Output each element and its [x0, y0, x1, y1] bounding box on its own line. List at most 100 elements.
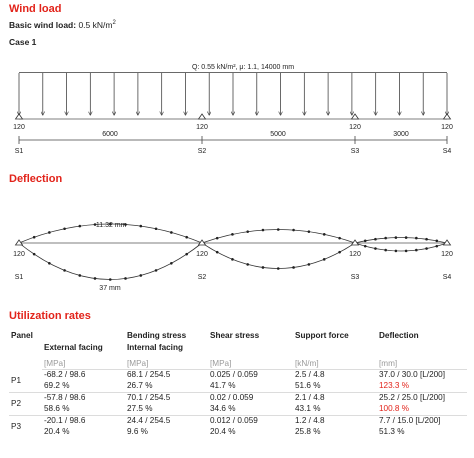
span-length-3: 3000 [393, 131, 409, 138]
cell-shear: 0.02 / 0.059 [210, 393, 254, 402]
header-deflection: Deflection [379, 331, 419, 340]
cell-support: 1.2 / 4.8 [295, 416, 325, 425]
table-row-p1: P1 -68.2 / 98.6 68.1 / 254.5 0.025 / 0.0… [9, 369, 467, 393]
deflection-point [374, 247, 377, 250]
deflection-point [292, 228, 295, 232]
utilization-table: Panel Bending stress Shear stress Suppor… [9, 331, 467, 438]
deflection-point [425, 237, 428, 241]
deflection-point [93, 223, 97, 226]
deflection-point [307, 263, 311, 266]
span-length-2: 5000 [270, 131, 286, 138]
deflection-upper-label: -11.32 mm [94, 222, 127, 229]
deflection-point [338, 250, 341, 254]
pct-external: 20.4 % [44, 427, 70, 436]
load-top-line [19, 72, 447, 73]
support-name-s1: S1 [15, 148, 24, 155]
deflection-point [292, 266, 295, 269]
deflection-point [322, 258, 326, 261]
support-width-s1: 120 [13, 124, 25, 131]
deflection-point [384, 236, 387, 240]
deflection-lower-curve [18, 242, 448, 280]
basic-wind-load-sup: 2 [112, 20, 116, 27]
deflection-point [154, 269, 158, 272]
cell-shear: 0.012 / 0.059 [210, 416, 258, 425]
defl-support-width-s3: 120 [349, 251, 361, 258]
deflection-point [93, 277, 97, 280]
pct-support: 25.8 % [295, 427, 321, 436]
load-label: Q: 0.55 kN/m², μ: 1.1, 14000 mm [192, 64, 294, 71]
defl-support-width-s1: 120 [13, 251, 25, 258]
deflection-supports [14, 239, 452, 246]
dimension-line [18, 136, 448, 144]
pct-deflection: 51.3 % [379, 427, 405, 436]
pct-support: 51.6 % [293, 381, 377, 393]
deflection-point [363, 239, 367, 243]
deflection-point [415, 236, 418, 240]
deflection-point [48, 261, 51, 265]
deflection-point [170, 231, 173, 234]
header-bending: Bending stress [127, 331, 187, 340]
deflection-point [78, 274, 82, 277]
deflection-point [261, 266, 265, 269]
deflection-point [108, 278, 112, 281]
deflection-point [231, 233, 234, 236]
deflection-point [32, 235, 36, 239]
cell-support: 2.1 / 4.8 [295, 393, 325, 402]
support-triangle [14, 239, 24, 246]
pct-shear: 41.7 % [208, 381, 293, 393]
unit-external: [MPa] [42, 355, 125, 370]
deflection-point [276, 228, 280, 231]
deflection-title: Deflection [9, 173, 63, 185]
header-internal: Internal facing [127, 343, 183, 352]
support-triangle [442, 239, 452, 246]
deflection-point [261, 228, 265, 232]
table-header-row: Panel Bending stress Shear stress Suppor… [9, 331, 467, 343]
deflection-point [63, 227, 66, 231]
cell-internal: 24.4 / 254.5 [127, 416, 171, 425]
wind-load-title: Wind load [9, 3, 62, 15]
case-label: Case 1 [9, 37, 37, 47]
pct-external: 69.2 % [42, 381, 125, 393]
deflection-point [48, 231, 51, 234]
cell-external: -57.8 / 98.6 [44, 393, 86, 402]
deflection-point [276, 267, 280, 270]
span-length-1: 6000 [102, 131, 118, 138]
table-row-p3: P3 -20.1 / 98.6 24.4 / 254.5 0.012 / 0.0… [9, 416, 467, 431]
deflection-point [139, 274, 143, 277]
header-shear: Shear stress [210, 331, 260, 340]
deflection-point [185, 235, 188, 239]
panel-name: P3 [11, 421, 22, 431]
deflection-point [415, 248, 418, 252]
support-name-s4: S4 [443, 148, 452, 155]
pct-support: 43.1 % [293, 404, 377, 416]
deflection-point [78, 224, 82, 228]
cell-deflection: 25.2 / 25.0 [L/200] [379, 393, 446, 402]
deflection-point [246, 263, 249, 266]
support-triangle [350, 113, 360, 120]
deflection-point [384, 248, 387, 252]
unit-support: [kN/m] [293, 355, 377, 370]
support-triangle [197, 113, 207, 120]
panel-name: P1 [9, 369, 42, 393]
cell-deflection: 7.7 / 15.0 [L/200] [379, 416, 441, 425]
table-row-p3-pct: 20.4 % 9.6 % 20.4 % 25.8 % 51.3 % [9, 427, 467, 438]
defl-support-width-s4: 120 [441, 251, 453, 258]
cell-deflection: 37.0 / 30.0 [L/200] [379, 370, 446, 379]
deflection-point [32, 252, 36, 256]
deflection-point [124, 277, 127, 280]
table-row-p1-pct: 69.2 % 26.7 % 41.7 % 51.6 % 123.3 % [9, 381, 467, 393]
pct-deflection-exceeded: 100.8 % [377, 404, 467, 416]
deflection-lower-label: 37 mm [99, 285, 121, 292]
defl-support-name-s4: S4 [443, 274, 452, 281]
deflection-diagram: -11.32 mm 37 mm 120 120 120 120 S1 S2 S3… [13, 222, 453, 292]
deflection-point [139, 224, 143, 228]
support-triangle [14, 113, 24, 120]
deflection-point [307, 230, 311, 233]
load-arrows [19, 73, 447, 115]
cell-support: 2.5 / 4.8 [295, 370, 325, 379]
unit-deflection: [mm] [377, 355, 467, 370]
deflection-point [374, 237, 377, 241]
deflection-point [231, 258, 234, 261]
unit-shear: [MPa] [208, 355, 293, 370]
